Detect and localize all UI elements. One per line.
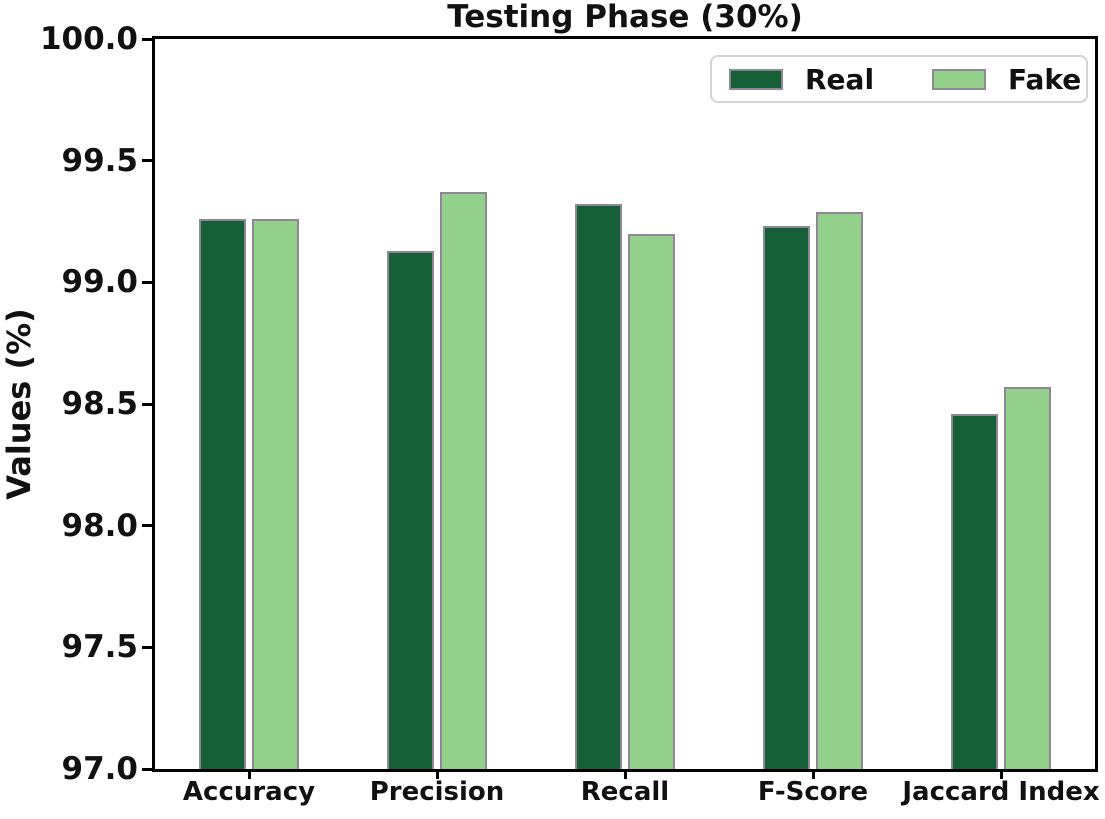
y-tick-label: 98.0: [61, 507, 139, 544]
real-series-swatch: [729, 68, 783, 90]
bar-real-precision: [387, 250, 434, 769]
y-tick-label: 97.5: [61, 629, 139, 666]
x-tick-label: Jaccard Index: [902, 777, 1100, 807]
bar-fake-accuracy: [252, 219, 299, 769]
x-tick-mark: [623, 769, 627, 779]
y-tick-mark: [142, 645, 152, 649]
y-tick-label: 99.0: [61, 264, 139, 301]
x-tick-mark: [435, 769, 439, 779]
fake-series-swatch: [932, 68, 987, 90]
bar-real-jaccard-index: [951, 413, 998, 769]
y-tick-label: 99.5: [61, 142, 139, 179]
y-tick-label: 98.5: [61, 386, 139, 422]
bar-real-accuracy: [199, 219, 246, 769]
bar-fake-precision: [440, 192, 487, 769]
x-tick-label: Precision: [369, 777, 505, 807]
plot-area: [152, 36, 1098, 772]
legend: Real Fake: [710, 55, 1088, 103]
legend-label-real: Real: [805, 62, 875, 96]
bar-real-f-score: [763, 226, 810, 769]
x-tick-mark: [999, 769, 1003, 779]
legend-item-fake: Fake: [932, 63, 1081, 96]
bar-real-recall: [575, 204, 622, 769]
y-tick-mark: [142, 280, 152, 284]
y-tick-mark: [142, 159, 152, 163]
x-tick-label: F-Score: [757, 777, 869, 807]
x-tick-label: Recall: [580, 777, 670, 807]
bar-fake-f-score: [816, 211, 863, 769]
x-tick-label: Accuracy: [182, 777, 316, 807]
y-tick-mark: [142, 767, 152, 771]
x-tick-mark: [247, 769, 251, 779]
y-tick-mark: [142, 524, 152, 528]
legend-label-fake: Fake: [1008, 62, 1082, 96]
x-tick-mark: [811, 769, 815, 779]
y-tick-label: 97.0: [61, 751, 139, 787]
y-tick-mark: [142, 402, 152, 406]
legend-item-real: Real: [729, 63, 874, 96]
chart-title: Testing Phase (30%): [447, 0, 803, 35]
y-tick-label: 100.0: [39, 21, 138, 57]
bar-fake-recall: [628, 233, 675, 769]
bar-fake-jaccard-index: [1004, 386, 1051, 769]
y-tick-mark: [142, 37, 152, 41]
